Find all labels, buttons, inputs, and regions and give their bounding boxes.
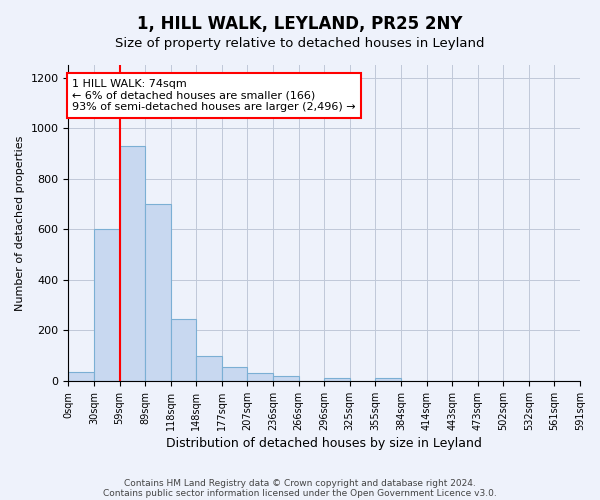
Bar [68,372,94,381]
Bar [222,367,247,381]
Y-axis label: Number of detached properties: Number of detached properties [15,136,25,310]
X-axis label: Distribution of detached houses by size in Leyland: Distribution of detached houses by size … [166,437,482,450]
Bar [94,230,119,381]
Bar [273,376,299,381]
Bar [145,204,171,381]
Bar [119,146,145,381]
Text: 1 HILL WALK: 74sqm
← 6% of detached houses are smaller (166)
93% of semi-detache: 1 HILL WALK: 74sqm ← 6% of detached hous… [72,79,356,112]
Text: 1, HILL WALK, LEYLAND, PR25 2NY: 1, HILL WALK, LEYLAND, PR25 2NY [137,15,463,33]
Text: Contains HM Land Registry data © Crown copyright and database right 2024.: Contains HM Land Registry data © Crown c… [124,478,476,488]
Bar [324,378,350,381]
Bar [247,374,273,381]
Bar [196,356,222,381]
Bar [376,378,401,381]
Text: Contains public sector information licensed under the Open Government Licence v3: Contains public sector information licen… [103,488,497,498]
Text: Size of property relative to detached houses in Leyland: Size of property relative to detached ho… [115,38,485,51]
Bar [171,319,196,381]
